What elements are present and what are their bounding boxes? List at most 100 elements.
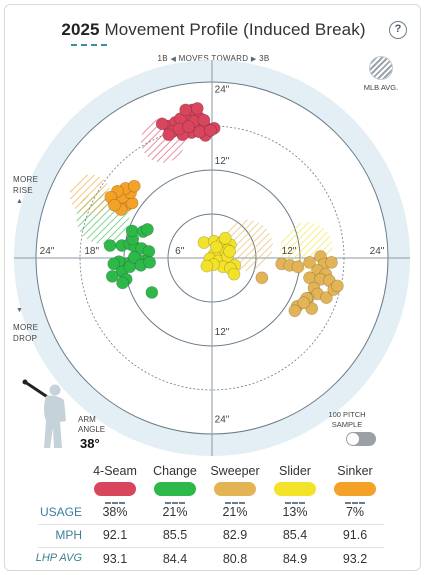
pitch-point-sweeper[interactable] [325,256,338,269]
more-rise-label: MORE RISE [13,174,38,196]
pitch-point-change[interactable] [107,257,121,271]
pitch-point-change[interactable] [145,286,159,299]
pitch-point-slider[interactable] [227,267,241,281]
pitch-point-change[interactable] [141,223,154,236]
help-icon[interactable]: ? [389,21,407,39]
table-cell: 93.1 [102,552,128,566]
table-cell: 84.9 [282,552,308,566]
arm-angle-value: 38° [80,436,100,451]
tick-label-x-left-24: 24" [40,246,55,257]
mlb-avg-legend: MLB AVG. [360,56,402,92]
arm-label-line1: ARM [78,415,96,424]
pitch-point-change[interactable] [125,224,139,238]
pitch-name-change: Change [153,464,197,478]
sample-line1: 100 PITCH [328,410,366,419]
title-year: 2025 [61,20,100,39]
mlb-avg-sweeper [221,219,273,272]
more-rise-line2: RISE [13,186,33,195]
usage-underline-sinker [345,502,365,504]
pitch-point-4-seam[interactable] [182,120,195,134]
row-label-usage: USAGE [39,505,82,519]
pitch-point-slider[interactable] [218,231,232,245]
pitch-point-sweeper[interactable] [255,271,269,285]
pitch-point-4-seam[interactable] [162,128,176,142]
table-cell: 82.9 [222,528,248,542]
more-drop-line1: MORE [13,323,39,332]
right-arrow-icon: ▶ [250,56,257,63]
table-cell: 93.2 [342,552,368,566]
pitch-point-sweeper[interactable] [331,279,344,293]
usage-underline-sweeper [225,502,245,504]
tick-label-y-bottom-24: 24" [215,414,230,425]
pitcher-figure-icon [22,379,66,448]
down-arrow-icon: ▼ [16,307,23,314]
usage-underline-slider [285,502,305,504]
mlb-avg-sinker [69,174,111,216]
pitch-pill-change[interactable] [154,482,196,496]
pitch-point-4-seam[interactable] [179,103,192,117]
usage-underline-change [165,502,185,504]
row-divider [38,547,384,548]
pitch-point-change[interactable] [105,270,119,283]
tick-label-x-left-18: 18" [84,246,99,257]
direction-center: MOVES TOWARD [178,54,249,63]
pitch-point-sweeper[interactable] [291,260,305,274]
more-drop-label: MORE DROP [13,322,38,344]
pitch-point-sweeper[interactable] [297,296,310,310]
pitch-point-slider[interactable] [223,245,236,258]
pitch-point-sinker[interactable] [127,179,141,193]
pitch-point-change[interactable] [103,239,117,252]
sample-label: 100 PITCH SAMPLE [322,410,372,430]
pitch-name-sweeper: Sweeper [210,464,260,478]
pitch-point-sweeper[interactable] [320,291,333,304]
table-cell: 91.6 [342,528,368,542]
row-label-lhp-avg: LHP AVG [35,552,82,564]
table-cell: 85.4 [282,528,308,542]
table-cell: 21% [222,505,248,519]
table-cell: 84.4 [162,552,188,566]
pitch-point-4-seam[interactable] [191,102,204,115]
direction-right: 3B [259,54,270,63]
table-cell: 21% [162,505,188,519]
table-cell: 85.5 [162,528,188,542]
table-cell: 92.1 [102,528,128,542]
page-title: 2025 Movement Profile (Induced Break) [0,20,427,40]
pitch-point-slider[interactable] [200,259,214,273]
direction-indicator: 1B ◀ MOVES TOWARD ▶ 3B [0,54,427,63]
tick-label-x-right-24: 24" [370,246,385,257]
year-underline [71,44,107,46]
table-cell: 38% [102,505,128,519]
row-label-mph: MPH [55,528,82,542]
pitch-point-change[interactable] [127,250,141,264]
table-cell: 7% [345,505,365,519]
pitch-point-sweeper[interactable] [303,256,316,269]
usage-underline-4-seam [105,502,125,504]
pitch-point-4-seam[interactable] [155,117,169,131]
sample-toggle[interactable] [346,432,376,446]
pitch-point-4-seam[interactable] [204,124,217,137]
pitch-name-sinker: Sinker [337,464,373,478]
pitch-pill-4-seam[interactable] [94,482,136,496]
tick-label-y-bottom-12: 12" [215,327,230,338]
left-arrow-icon: ◀ [170,56,177,63]
tick-label-x-right-12: 12" [282,246,297,257]
pitch-pill-sweeper[interactable] [214,482,256,496]
more-drop-line2: DROP [13,334,38,343]
pitch-name-slider: Slider [279,464,311,478]
pitch-name-4-seam: 4-Seam [93,464,137,478]
pitch-point-change[interactable] [116,276,129,290]
mlb-avg-label: MLB AVG. [363,83,399,92]
row-divider [38,524,384,525]
tick-label-x-left-6: 6" [175,246,185,257]
pitch-point-sweeper[interactable] [288,304,302,318]
pitch-point-4-seam[interactable] [197,113,211,127]
table-cell: 13% [282,505,308,519]
pitch-pill-sinker[interactable] [334,482,376,496]
direction-left: 1B [157,54,168,63]
pitch-point-change[interactable] [143,256,156,269]
sample-line2: SAMPLE [331,420,363,429]
pitch-pill-slider[interactable] [274,482,316,496]
pitch-point-sinker[interactable] [108,198,121,212]
arm-label-line2: ANGLE [78,425,106,434]
pitch-point-slider[interactable] [210,240,223,254]
